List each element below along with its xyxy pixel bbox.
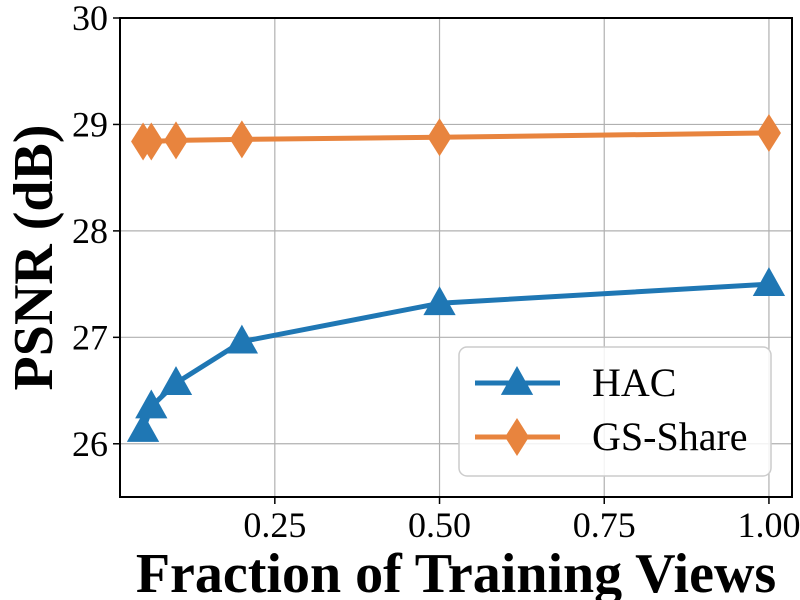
legend-label-hac: HAC (592, 360, 676, 405)
hac-point (225, 324, 259, 354)
hac-point (135, 389, 168, 419)
hac-point (752, 267, 786, 297)
series-layer (126, 113, 786, 442)
gs-share-point (229, 120, 254, 159)
x-tick-label: 0.75 (573, 505, 636, 545)
hac-point (159, 366, 193, 396)
gs-share-point (427, 118, 452, 157)
y-tick-label: 26 (72, 424, 108, 464)
legend-marker-hac (500, 366, 534, 395)
y-axis-label: PSNR (dB) (3, 124, 65, 390)
y-tick-label: 28 (72, 211, 108, 251)
axis-ticks: 0.25 0.50 0.75 1.00 26 27 28 29 30 (72, 0, 800, 545)
gs-share-series (131, 113, 781, 161)
legend-marker-gs-share (505, 418, 529, 456)
x-tick-label: 1.00 (737, 505, 800, 545)
gs-share-point (756, 113, 781, 152)
legend-entry-hac: HAC (475, 360, 676, 405)
legend-label-gs-share: GS-Share (592, 414, 748, 459)
legend-entry-gs-share: GS-Share (475, 414, 748, 459)
x-tick-label: 0.50 (408, 505, 471, 545)
x-axis-label: Fraction of Training Views (136, 543, 776, 600)
hac-point (423, 286, 456, 316)
y-tick-label: 30 (72, 0, 108, 38)
plot-frame (119, 17, 793, 498)
y-tick-label: 29 (72, 104, 108, 144)
hac-series (126, 267, 786, 442)
y-tick-label: 27 (72, 317, 108, 357)
gs-share-point (139, 122, 164, 161)
legend-box (458, 346, 772, 477)
legend: HAC GS-Share (458, 346, 772, 477)
hac-point (126, 412, 160, 442)
x-tick-label: 0.25 (243, 505, 306, 545)
gs-share-point (164, 121, 188, 160)
